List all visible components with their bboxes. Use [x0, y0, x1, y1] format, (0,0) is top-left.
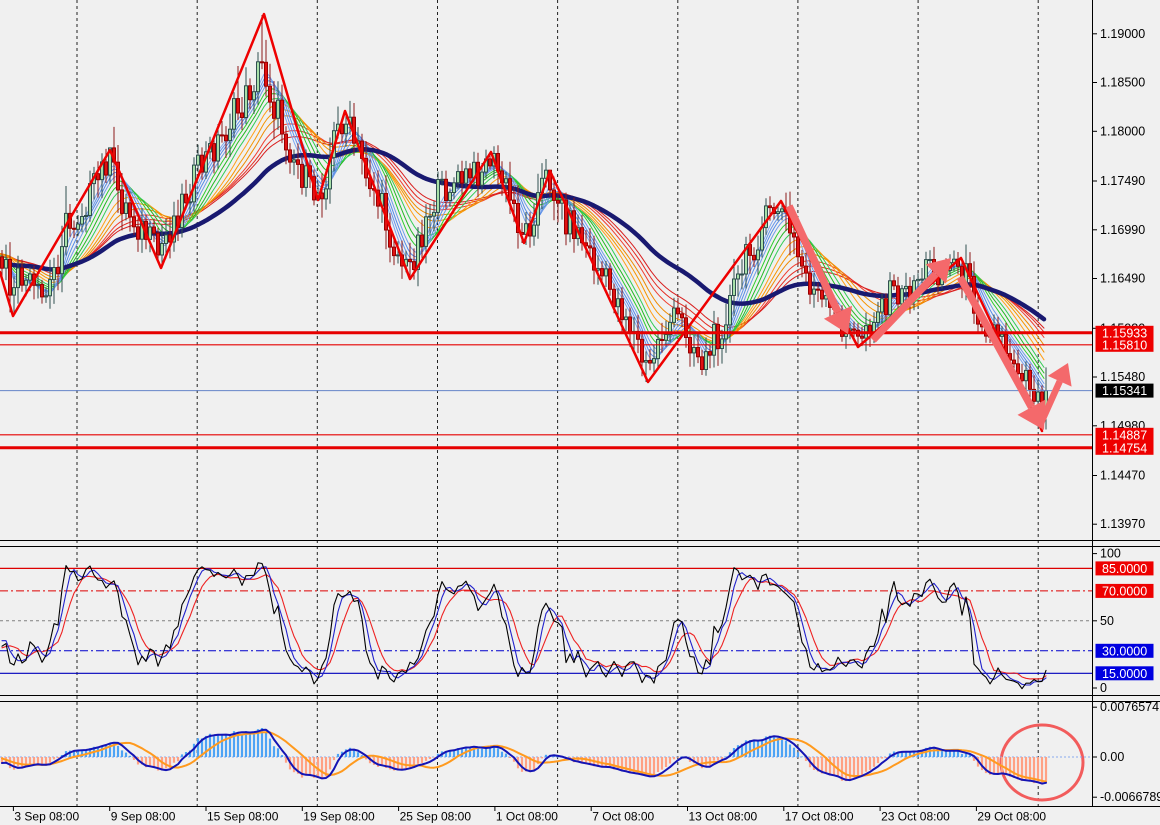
svg-text:1.15480: 1.15480: [1100, 370, 1145, 384]
svg-text:1.16490: 1.16490: [1100, 272, 1145, 286]
svg-text:29 Oct 08:00: 29 Oct 08:00: [977, 810, 1046, 824]
svg-text:17 Oct 08:00: 17 Oct 08:00: [785, 810, 854, 824]
svg-text:0.00: 0.00: [1100, 750, 1124, 764]
svg-text:25 Sep 08:00: 25 Sep 08:00: [400, 810, 472, 824]
svg-text:50: 50: [1100, 614, 1114, 628]
svg-text:1.15341: 1.15341: [1102, 384, 1147, 398]
svg-text:9 Sep 08:00: 9 Sep 08:00: [111, 810, 176, 824]
svg-text:30.0000: 30.0000: [1102, 644, 1147, 658]
svg-text:1.18500: 1.18500: [1100, 76, 1145, 90]
svg-text:1.14470: 1.14470: [1100, 469, 1145, 483]
svg-text:1.17490: 1.17490: [1100, 174, 1145, 188]
svg-text:15.0000: 15.0000: [1102, 667, 1147, 681]
svg-text:85.0000: 85.0000: [1102, 562, 1147, 576]
svg-text:100: 100: [1100, 547, 1121, 561]
svg-text:23 Oct 08:00: 23 Oct 08:00: [881, 810, 950, 824]
svg-text:1.14754: 1.14754: [1102, 441, 1147, 455]
svg-text:15 Sep 08:00: 15 Sep 08:00: [207, 810, 279, 824]
svg-text:13 Oct 08:00: 13 Oct 08:00: [689, 810, 758, 824]
svg-text:1.15933: 1.15933: [1102, 326, 1147, 340]
svg-text:1.15810: 1.15810: [1102, 338, 1147, 352]
svg-text:1.16990: 1.16990: [1100, 223, 1145, 237]
svg-text:1.19000: 1.19000: [1100, 27, 1145, 41]
svg-text:3 Sep 08:00: 3 Sep 08:00: [14, 810, 79, 824]
svg-text:1 Oct 08:00: 1 Oct 08:00: [496, 810, 558, 824]
svg-text:70.0000: 70.0000: [1102, 584, 1147, 598]
svg-text:0: 0: [1100, 681, 1107, 695]
svg-text:1.18000: 1.18000: [1100, 124, 1145, 138]
svg-text:-0.0066789: -0.0066789: [1100, 790, 1160, 804]
svg-text:1.13970: 1.13970: [1100, 517, 1145, 531]
svg-text:1.14887: 1.14887: [1102, 428, 1147, 442]
svg-text:0.0076574: 0.0076574: [1100, 700, 1159, 714]
svg-text:7 Oct 08:00: 7 Oct 08:00: [592, 810, 654, 824]
svg-text:19 Sep 08:00: 19 Sep 08:00: [303, 810, 375, 824]
